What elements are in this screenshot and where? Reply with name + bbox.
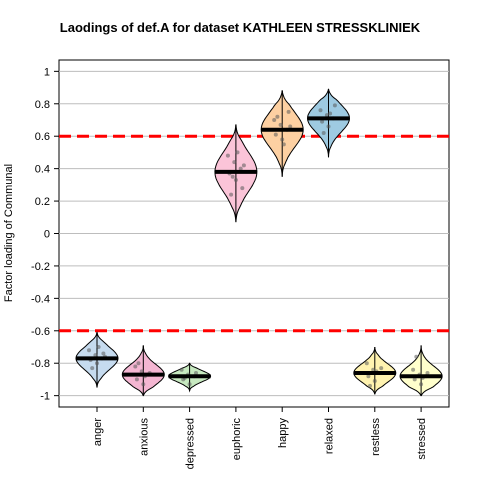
- x-tick-label: relaxed: [324, 418, 336, 454]
- violin-anger: [75, 331, 119, 388]
- y-tick-label: 0.2: [35, 196, 50, 208]
- data-point: [278, 122, 283, 127]
- data-point: [187, 382, 192, 387]
- data-point: [141, 382, 146, 387]
- x-tick-label: restless: [370, 418, 382, 456]
- y-tick-label: 0.8: [35, 99, 50, 111]
- data-point: [275, 114, 280, 119]
- data-point: [136, 361, 141, 366]
- violin-restless: [353, 346, 397, 395]
- data-point: [93, 353, 98, 358]
- data-point: [133, 364, 138, 369]
- data-point: [273, 132, 278, 137]
- y-tick-label: -0.8: [31, 358, 50, 370]
- y-axis-label: Factor loading of Communal: [3, 164, 15, 302]
- data-point: [235, 150, 240, 155]
- data-point: [425, 370, 430, 375]
- data-point: [90, 366, 95, 371]
- y-tick-label: -0.6: [31, 326, 50, 338]
- data-point: [328, 111, 333, 116]
- x-tick-label: depressed: [185, 418, 197, 469]
- violin-depressed: [168, 362, 212, 393]
- y-tick-label: -0.2: [31, 261, 50, 273]
- reference-lines: [59, 134, 449, 333]
- data-point: [318, 108, 323, 113]
- violins: [75, 88, 443, 397]
- data-point: [225, 153, 230, 158]
- data-point: [379, 366, 384, 371]
- data-point: [288, 124, 293, 129]
- data-point: [321, 130, 326, 135]
- x-tick-label: anger: [92, 418, 104, 446]
- data-point: [238, 166, 243, 171]
- data-point: [194, 370, 198, 375]
- data-point: [230, 174, 235, 179]
- data-point: [280, 137, 285, 142]
- data-point: [101, 351, 106, 356]
- violin-stressed: [399, 345, 443, 397]
- y-tick-label: -0.4: [31, 293, 50, 305]
- data-point: [364, 361, 369, 366]
- data-point: [233, 177, 238, 182]
- data-point: [368, 383, 372, 388]
- data-point: [96, 345, 101, 350]
- data-point: [372, 379, 377, 384]
- data-point: [95, 361, 99, 366]
- data-point: [179, 367, 184, 372]
- x-tick-label: anxious: [138, 418, 150, 456]
- violin-happy: [260, 90, 304, 177]
- data-point: [411, 367, 416, 372]
- y-axis-ticks: 1 0.8 0.6 0.4 0.2 0 -0.2 -0.4 -0.6 -0.8 -1: [31, 66, 59, 403]
- violin-euphoric: [214, 124, 258, 223]
- y-tick-label: -1: [40, 391, 50, 403]
- x-tick-label: happy: [277, 418, 289, 448]
- y-tick-label: 0.6: [35, 131, 50, 143]
- x-axis-ticks: anger anxious depressed euphoric happy relaxe…: [92, 407, 428, 469]
- data-point: [281, 142, 286, 147]
- chart-title: Laodings of def.A for dataset KATHLEEN S…: [59, 20, 421, 35]
- data-point: [87, 348, 91, 353]
- data-point: [241, 163, 246, 168]
- violin-relaxed: [306, 88, 351, 158]
- y-tick-label: 0: [44, 229, 50, 241]
- data-point: [272, 117, 277, 122]
- data-point: [134, 377, 139, 382]
- data-point: [229, 192, 234, 197]
- data-point: [414, 354, 419, 359]
- data-point: [419, 382, 424, 387]
- grid-lines: [59, 70, 449, 397]
- data-point: [412, 377, 417, 382]
- data-point: [232, 160, 237, 165]
- data-point: [320, 119, 325, 124]
- data-point: [324, 113, 329, 118]
- data-point: [139, 369, 144, 374]
- y-tick-label: 1: [44, 66, 50, 78]
- data-point: [332, 103, 337, 108]
- x-tick-label: stressed: [416, 418, 428, 460]
- violin-anxious: [121, 345, 165, 397]
- y-tick-label: 0.4: [35, 164, 50, 176]
- data-point: [240, 186, 245, 191]
- data-point: [366, 374, 371, 379]
- data-point: [286, 109, 291, 114]
- data-point: [371, 367, 376, 372]
- data-point: [326, 124, 331, 129]
- x-tick-label: euphoric: [231, 418, 243, 461]
